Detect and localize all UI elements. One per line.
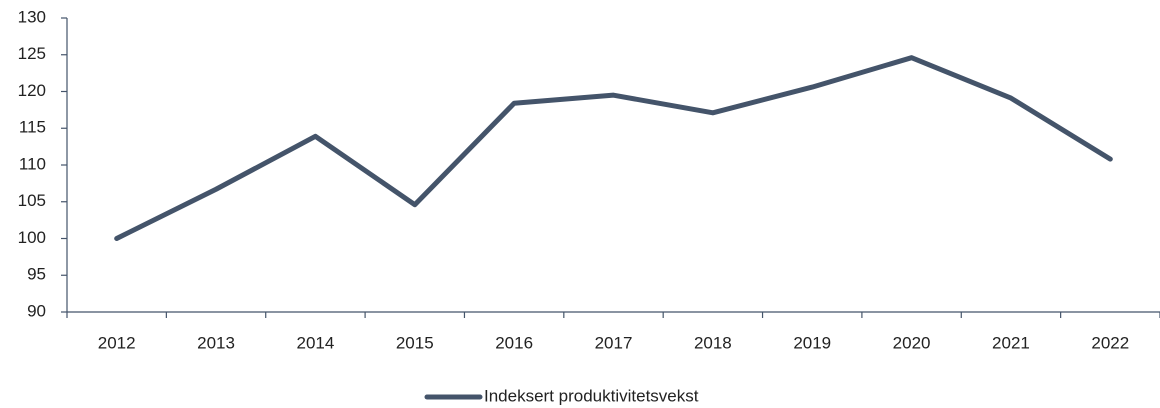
y-tick-label: 125 bbox=[18, 44, 46, 63]
x-tick-label: 2016 bbox=[495, 333, 533, 352]
line-series bbox=[114, 55, 1113, 241]
x-tick-label: 2022 bbox=[1091, 333, 1129, 352]
y-tick-label: 110 bbox=[19, 154, 46, 173]
x-tick-label: 2020 bbox=[893, 333, 931, 352]
y-tick-label: 120 bbox=[18, 81, 46, 100]
y-tick-label: 115 bbox=[19, 118, 46, 137]
y-tick-label: 130 bbox=[18, 7, 46, 26]
y-tick-label: 105 bbox=[18, 191, 46, 210]
x-tick-label: 2021 bbox=[992, 333, 1030, 352]
y-tick-label: 100 bbox=[18, 228, 46, 247]
x-tick-label: 2014 bbox=[296, 333, 334, 352]
x-tick-label: 2018 bbox=[694, 333, 732, 352]
x-tick-label: 2013 bbox=[197, 333, 235, 352]
y-tick-label: 95 bbox=[27, 265, 46, 284]
x-tick-label: 2015 bbox=[396, 333, 434, 352]
x-tick-label: 2019 bbox=[793, 333, 831, 352]
y-tick-label: 90 bbox=[27, 301, 46, 320]
x-tick-label: 2012 bbox=[98, 333, 136, 352]
legend-label: Indeksert produktivitetsvekst bbox=[484, 386, 699, 405]
x-tick-label: 2017 bbox=[595, 333, 633, 352]
